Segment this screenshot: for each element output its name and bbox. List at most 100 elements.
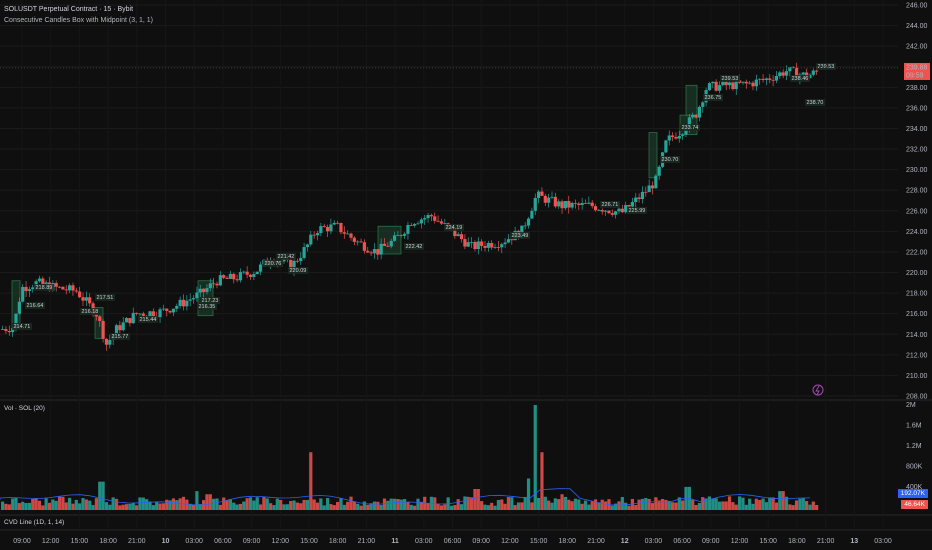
volume-bar bbox=[151, 505, 155, 510]
volume-bar bbox=[262, 496, 266, 510]
volume-bar bbox=[68, 497, 72, 510]
candle-body bbox=[784, 71, 789, 76]
box-midpoint-label: 214.71 bbox=[14, 324, 31, 330]
candle-body bbox=[721, 81, 725, 86]
volume-bar bbox=[640, 498, 645, 510]
box-midpoint-label: 222.42 bbox=[406, 244, 423, 250]
volume-bar bbox=[389, 498, 393, 510]
volume-bar bbox=[369, 503, 373, 510]
candle-body bbox=[208, 283, 212, 289]
volume-bar bbox=[597, 502, 601, 510]
volume-bar bbox=[721, 501, 725, 510]
candle-body bbox=[235, 279, 239, 281]
volume-bar bbox=[366, 504, 370, 510]
candle-body bbox=[794, 67, 799, 79]
volume-axis-label: 400K bbox=[906, 484, 923, 491]
box-midpoint-label: 217.51 bbox=[97, 295, 114, 301]
volume-bar bbox=[791, 505, 795, 510]
volume-bar bbox=[269, 503, 273, 510]
candle-body bbox=[68, 285, 72, 291]
time-axis-label: 03:00 bbox=[874, 538, 892, 545]
volume-axis-label: 1.6M bbox=[906, 423, 922, 430]
volume-bar bbox=[754, 498, 758, 510]
volume-bar bbox=[463, 496, 467, 510]
candle-body bbox=[21, 286, 25, 302]
volume-bar bbox=[466, 496, 470, 510]
volume-bar bbox=[382, 498, 387, 510]
alert-bolt-icon[interactable] bbox=[812, 384, 824, 396]
volume-bar bbox=[590, 501, 594, 510]
volume-bar bbox=[764, 502, 768, 510]
volume-bar bbox=[717, 501, 722, 510]
candle-body bbox=[778, 72, 782, 77]
box-label-bg bbox=[790, 75, 810, 82]
box-midpoint-label: 215.44 bbox=[140, 317, 157, 323]
candle-body bbox=[315, 233, 320, 236]
volume-bar bbox=[218, 504, 222, 510]
candle-body bbox=[289, 259, 293, 271]
candle-body bbox=[98, 316, 102, 321]
volume-bar bbox=[784, 496, 789, 510]
candle-body bbox=[94, 314, 98, 317]
candle-body bbox=[248, 274, 253, 277]
candle-body bbox=[37, 278, 42, 282]
volume-bar bbox=[630, 498, 634, 510]
candle-body bbox=[346, 233, 350, 235]
candle-body bbox=[366, 250, 370, 253]
volume-bar bbox=[449, 505, 454, 510]
candle-body bbox=[573, 202, 578, 204]
symbol-title[interactable]: SOLUSDT Perpetual Contract · 15 · Bybit bbox=[4, 6, 134, 13]
cvd-pane-title[interactable]: CVD Line (1D, 1, 14) bbox=[4, 519, 65, 526]
volume-bar bbox=[647, 498, 651, 510]
volume-bar bbox=[352, 501, 356, 510]
volume-bar bbox=[78, 503, 82, 510]
volume-bar bbox=[681, 500, 685, 510]
price-axis-label: 228.00 bbox=[906, 188, 928, 195]
volume-bar bbox=[624, 502, 628, 510]
candle-body bbox=[302, 247, 306, 258]
candle-body bbox=[811, 70, 815, 75]
volume-bar bbox=[406, 502, 410, 510]
candle-body bbox=[399, 235, 403, 236]
time-axis-label: 06:00 bbox=[214, 538, 232, 545]
box-midpoint-label: 223.49 bbox=[512, 233, 529, 239]
price-axis-label: 246.00 bbox=[906, 3, 928, 10]
volume-bar bbox=[399, 499, 403, 510]
volume-bar bbox=[51, 499, 55, 510]
volume-pane-title[interactable]: Vol · SOL (20) bbox=[4, 405, 45, 412]
volume-bar bbox=[593, 499, 598, 510]
candle-body bbox=[17, 301, 21, 314]
time-axis-label: 10 bbox=[162, 538, 170, 545]
volume-bar bbox=[258, 504, 263, 510]
volume-ma-line bbox=[0, 488, 811, 506]
volume-bar bbox=[14, 497, 18, 510]
time-axis-label: 15:00 bbox=[300, 538, 318, 545]
time-axis-label: 15:00 bbox=[71, 538, 89, 545]
volume-bar bbox=[734, 504, 738, 510]
candle-body bbox=[570, 202, 574, 208]
candle-body bbox=[188, 299, 192, 301]
candle-body bbox=[677, 135, 681, 139]
indicator-title[interactable]: Consecutive Candles Box with Midpoint (3… bbox=[4, 17, 154, 24]
volume-bar bbox=[238, 503, 243, 510]
volume-bar bbox=[98, 481, 102, 510]
volume-bar bbox=[610, 505, 614, 510]
volume-bar bbox=[443, 504, 447, 510]
candle-body bbox=[27, 289, 31, 292]
price-axis-label: 238.00 bbox=[906, 85, 928, 92]
candle-body bbox=[118, 325, 122, 331]
volume-bar bbox=[714, 498, 718, 510]
box-label-bg bbox=[200, 297, 220, 304]
candle-body bbox=[644, 191, 648, 193]
candle-body bbox=[158, 309, 162, 318]
candle-body bbox=[141, 313, 145, 316]
volume-bar bbox=[145, 499, 149, 510]
candle-body bbox=[78, 291, 82, 298]
candle-body bbox=[238, 272, 243, 281]
volume-bar bbox=[155, 501, 159, 510]
candle-body bbox=[332, 222, 336, 225]
volume-bar bbox=[701, 497, 705, 510]
volume-bar bbox=[265, 498, 269, 510]
box-label-bg bbox=[110, 333, 130, 340]
